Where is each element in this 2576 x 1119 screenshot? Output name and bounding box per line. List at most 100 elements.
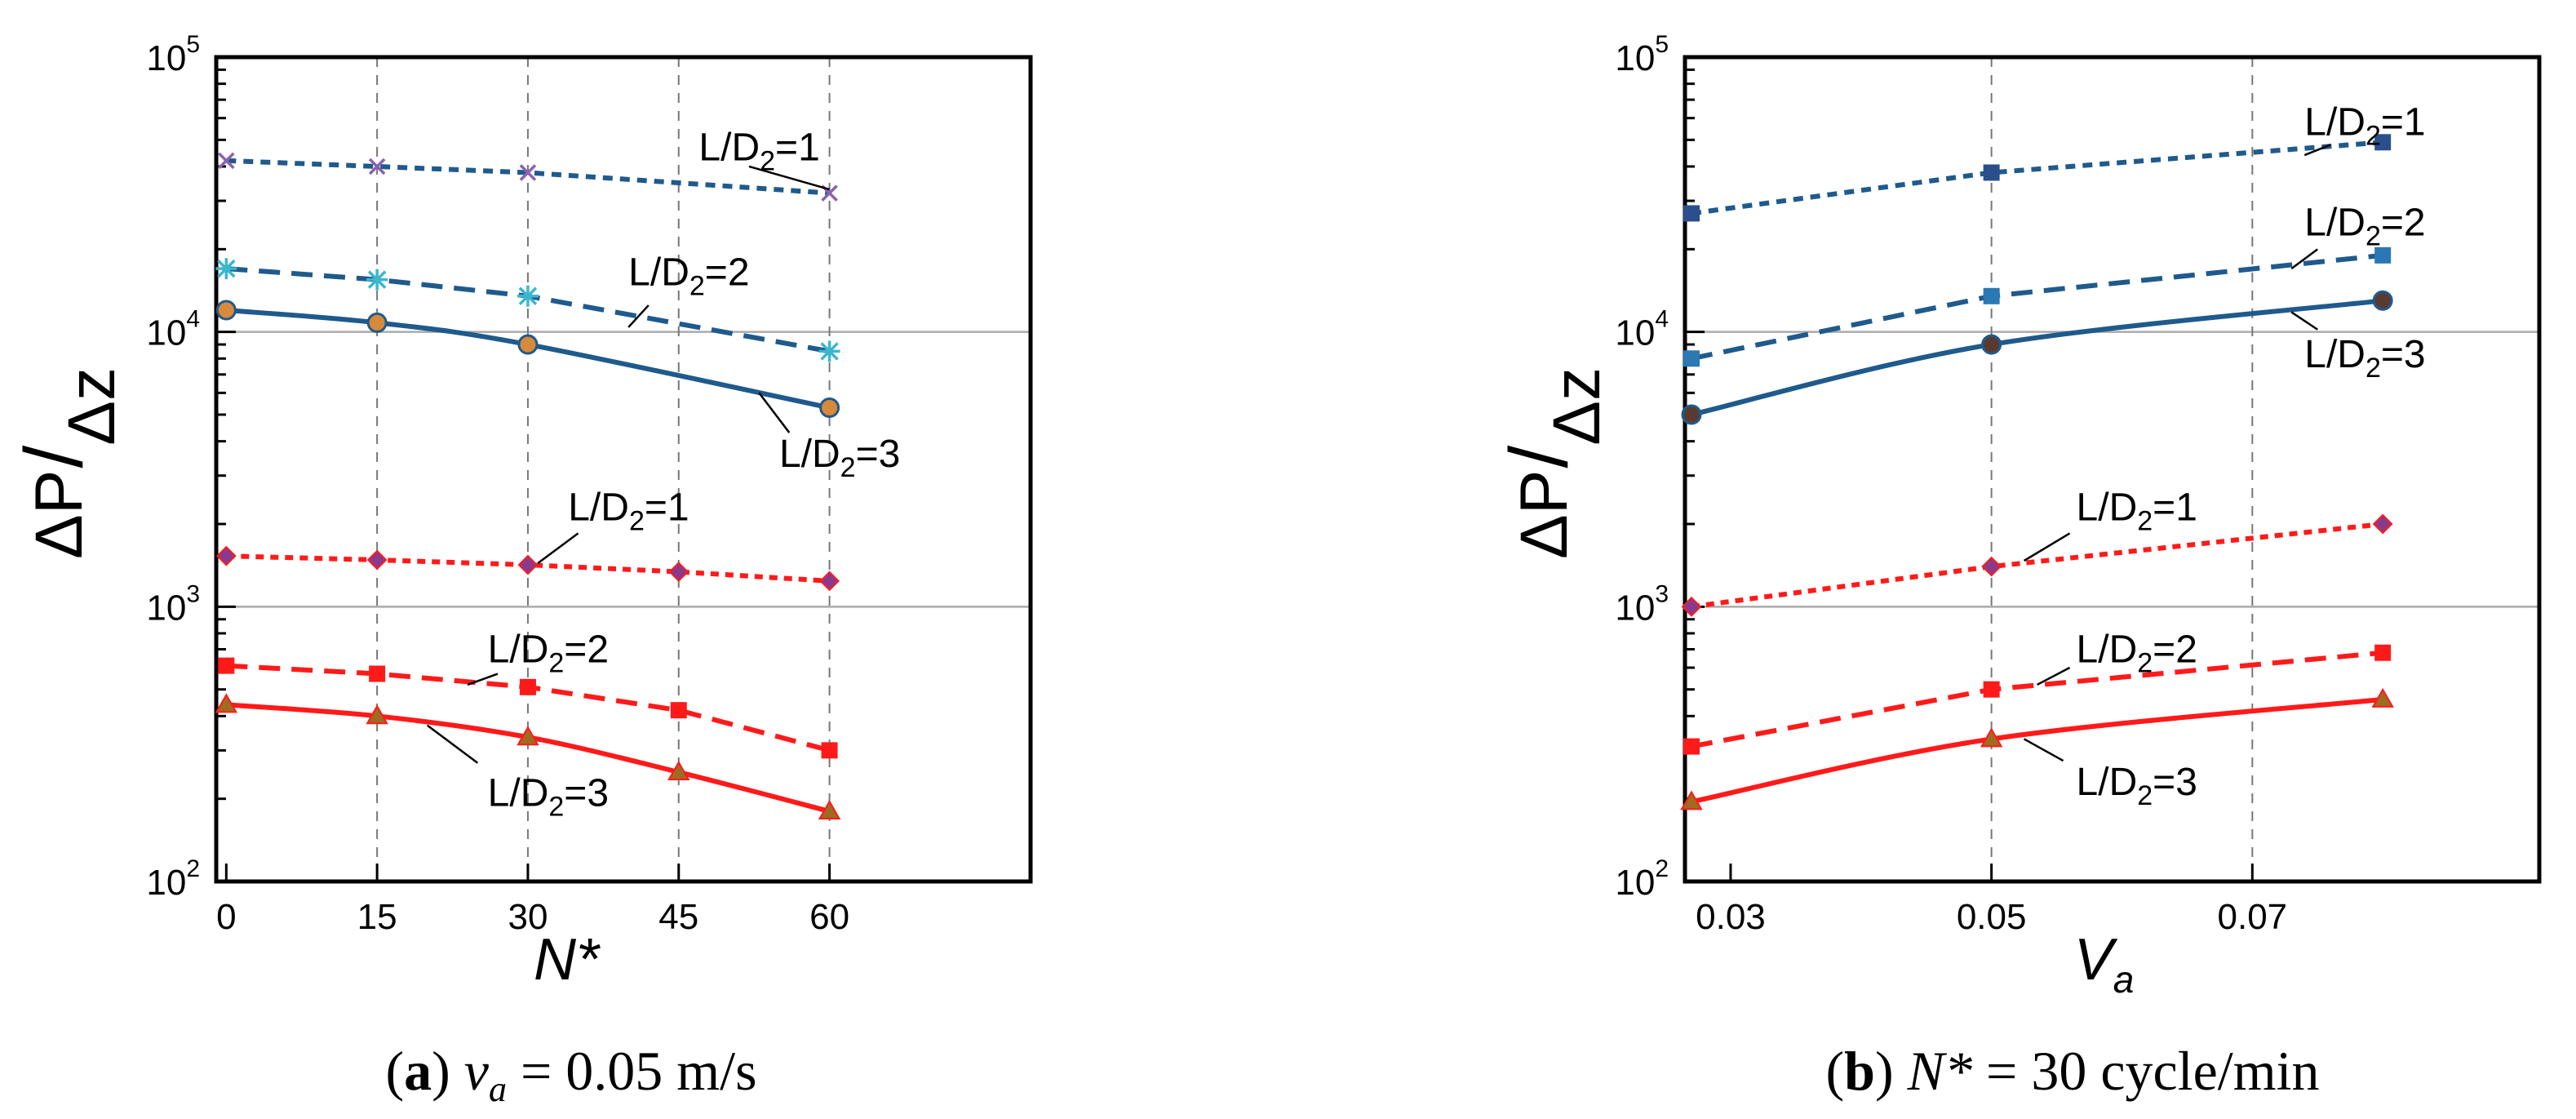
annotation-leader <box>2303 144 2331 157</box>
annotation-label: L/D2=1 <box>2077 486 2197 537</box>
y-tick-label: 104 <box>1615 306 1669 353</box>
annotation-leader <box>2023 738 2064 762</box>
annotation-subscript: 2 <box>689 270 705 301</box>
data-point <box>1981 556 2002 577</box>
annotation-label: L/D2=3 <box>2304 333 2425 384</box>
annotation-text: L/D <box>698 126 760 169</box>
series-blue-1 <box>1683 134 2392 222</box>
y-tick-exponent: 4 <box>186 306 200 333</box>
y-tick-base: 10 <box>146 38 186 78</box>
x-tick-label: 45 <box>658 897 698 937</box>
data-point <box>366 549 388 571</box>
annotation-text: =3 <box>564 772 609 815</box>
y-tick-base: 10 <box>146 588 186 628</box>
data-point <box>368 158 386 175</box>
annotation-text: L/D <box>2077 628 2138 671</box>
caption-paren: ( <box>385 1040 404 1102</box>
y-tick-base: 10 <box>1615 588 1655 628</box>
annotation-text: L/D <box>488 628 549 671</box>
series-line <box>1691 696 2383 805</box>
annotation-leader <box>2023 532 2071 562</box>
data-point <box>818 800 841 820</box>
data-point <box>1681 596 1702 617</box>
y-tick-exponent: 5 <box>1655 31 1669 58</box>
data-point <box>517 285 539 307</box>
x-axis-label: N* <box>534 927 601 992</box>
series-line <box>1691 140 2383 216</box>
annotation-label: L/D2=2 <box>488 628 609 678</box>
annotation-text: =1 <box>775 126 820 169</box>
y-tick-label: 104 <box>146 306 200 353</box>
annotation-leader <box>627 304 650 328</box>
data-point <box>1683 738 1700 755</box>
annotation-text: =3 <box>2153 761 2197 804</box>
data-point <box>1983 287 2000 304</box>
data-point <box>517 554 539 575</box>
data-point <box>2374 644 2392 661</box>
data-point <box>1683 205 1700 222</box>
data-point <box>1981 334 2002 355</box>
annotation-text: =2 <box>2381 202 2426 245</box>
data-point <box>517 726 539 746</box>
annotation-subscript: 2 <box>2137 780 2153 811</box>
x-tick-label: 60 <box>809 897 849 937</box>
caption-variable: v <box>464 1040 490 1102</box>
data-point <box>218 657 235 674</box>
x-tick-label: 0 <box>216 897 236 937</box>
annotation-leader <box>748 165 830 191</box>
annotation-subscript: 2 <box>2365 221 2381 252</box>
data-point <box>218 152 235 170</box>
data-point <box>2374 134 2392 151</box>
annotation-text: =2 <box>564 628 609 671</box>
caption-value: = 30 cycle/min <box>1972 1040 2319 1102</box>
annotation-leader <box>2037 666 2071 686</box>
annotation-text: =2 <box>2153 628 2197 671</box>
y-axis-label: ΔP/Δz <box>1493 367 1614 559</box>
x-tick-label: 15 <box>357 897 397 937</box>
annotation-text: L/D <box>628 251 689 294</box>
data-point <box>1680 790 1703 810</box>
caption-paren: ( <box>1826 1040 1845 1102</box>
y-axis-label: ΔP/Δz <box>8 367 129 559</box>
series-blue-3 <box>1681 290 2393 425</box>
data-point <box>519 164 537 181</box>
annotation-subscript: 2 <box>2137 647 2153 678</box>
y-tick-label: 105 <box>1615 31 1669 78</box>
annotation-subscript: 2 <box>2365 121 2381 152</box>
series-blue-1 <box>218 152 838 202</box>
annotation-text: L/D <box>2304 101 2365 144</box>
annotation-label: L/D2=3 <box>779 433 900 483</box>
series-line <box>226 158 830 196</box>
y-tick-exponent: 2 <box>186 855 200 882</box>
annotation-leader <box>467 673 499 686</box>
series-red-2 <box>218 657 838 759</box>
data-point <box>2371 687 2394 708</box>
data-point <box>519 678 536 695</box>
data-point <box>215 545 237 566</box>
data-point <box>2374 246 2392 264</box>
y-tick-base: 10 <box>1615 863 1655 903</box>
data-point <box>667 761 690 781</box>
panel-caption: (a) va = 0.05 m/s <box>385 1040 756 1109</box>
x-tick-label: 0.05 <box>1957 897 2027 937</box>
series-red-2 <box>1683 644 2392 755</box>
caption-value: = 0.05 m/s <box>507 1040 757 1102</box>
x-tick-label: 0.07 <box>2218 897 2288 937</box>
annotation-text: =1 <box>2381 101 2426 144</box>
y-tick-base: 10 <box>1615 313 1655 353</box>
annotation-text: L/D <box>779 433 840 476</box>
series-line <box>226 308 831 411</box>
data-point <box>366 704 388 725</box>
caption-paren: ) <box>432 1040 450 1102</box>
data-point <box>1681 404 1702 425</box>
data-point <box>1683 350 1700 367</box>
annotation-subscript: 2 <box>2137 506 2153 537</box>
annotation-text: L/D <box>2077 486 2138 530</box>
data-point <box>2372 513 2393 535</box>
caption-paren: ) <box>1875 1040 1894 1102</box>
annotation-text: L/D <box>488 772 549 815</box>
x-tick-label: 0.03 <box>1696 897 1766 937</box>
y-tick-label: 105 <box>146 31 200 78</box>
data-point <box>366 312 388 333</box>
annotation-subscript: 2 <box>760 145 775 176</box>
